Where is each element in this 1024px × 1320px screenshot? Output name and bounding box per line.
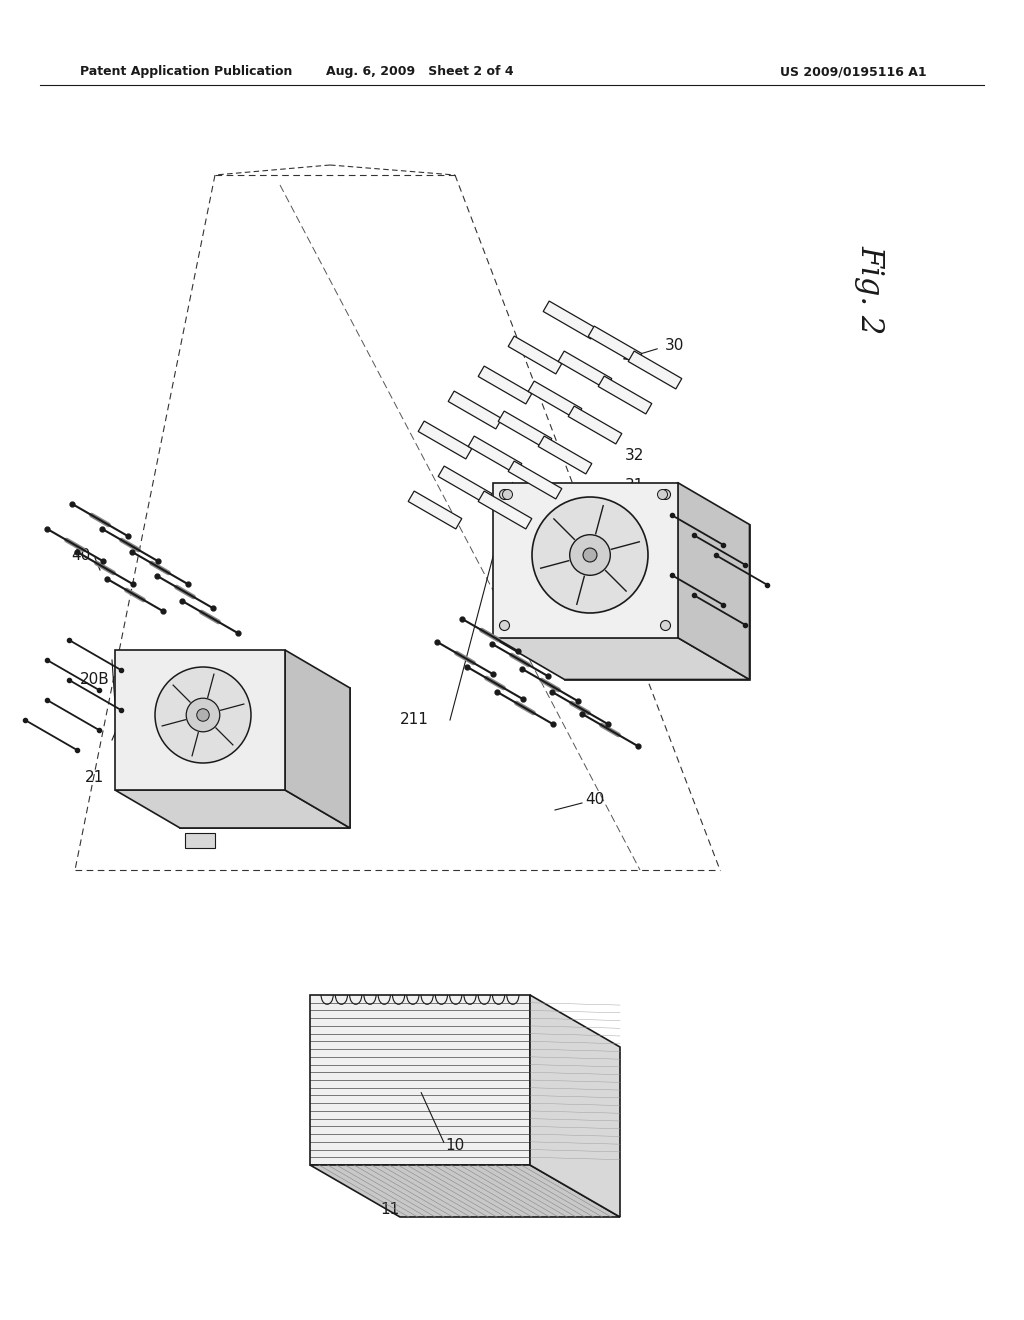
Polygon shape — [530, 995, 620, 1217]
Polygon shape — [568, 407, 622, 444]
Circle shape — [660, 490, 671, 499]
Text: 30: 30 — [665, 338, 684, 352]
Text: 31: 31 — [625, 478, 644, 492]
Circle shape — [500, 620, 510, 631]
Polygon shape — [564, 524, 750, 680]
Polygon shape — [558, 351, 611, 389]
Polygon shape — [628, 351, 682, 389]
Polygon shape — [598, 376, 652, 414]
Polygon shape — [543, 301, 597, 339]
Polygon shape — [115, 789, 350, 828]
Circle shape — [500, 490, 510, 499]
Circle shape — [657, 490, 668, 499]
Text: 40: 40 — [71, 548, 90, 562]
Circle shape — [503, 490, 512, 499]
Text: 32: 32 — [625, 447, 644, 462]
Polygon shape — [478, 491, 531, 529]
Polygon shape — [418, 421, 472, 459]
Circle shape — [583, 548, 597, 562]
Polygon shape — [508, 461, 562, 499]
Polygon shape — [185, 833, 215, 847]
Circle shape — [155, 667, 251, 763]
Polygon shape — [493, 483, 678, 638]
Polygon shape — [539, 436, 592, 474]
Text: 10: 10 — [445, 1138, 464, 1152]
Polygon shape — [588, 326, 642, 364]
Text: Aug. 6, 2009   Sheet 2 of 4: Aug. 6, 2009 Sheet 2 of 4 — [327, 66, 514, 78]
Polygon shape — [409, 491, 462, 529]
Polygon shape — [468, 436, 522, 474]
Polygon shape — [310, 1166, 620, 1217]
Circle shape — [186, 698, 220, 731]
Polygon shape — [449, 391, 502, 429]
Text: 21: 21 — [85, 771, 104, 785]
Circle shape — [569, 535, 610, 576]
Polygon shape — [528, 381, 582, 418]
Polygon shape — [285, 649, 350, 828]
Text: 20A: 20A — [720, 598, 750, 612]
Polygon shape — [115, 649, 285, 789]
Text: Patent Application Publication: Patent Application Publication — [80, 66, 293, 78]
Text: US 2009/0195116 A1: US 2009/0195116 A1 — [780, 66, 927, 78]
Polygon shape — [508, 337, 562, 374]
Polygon shape — [478, 366, 531, 404]
Text: Fig. 2: Fig. 2 — [854, 246, 886, 335]
Polygon shape — [493, 638, 750, 680]
Text: 11: 11 — [380, 1203, 399, 1217]
Polygon shape — [180, 688, 350, 828]
Polygon shape — [678, 483, 750, 680]
Circle shape — [532, 498, 648, 612]
Text: 211: 211 — [400, 713, 429, 727]
Polygon shape — [310, 995, 530, 1166]
Text: 20B: 20B — [80, 672, 110, 688]
Polygon shape — [499, 411, 552, 449]
Text: 40: 40 — [585, 792, 604, 808]
Circle shape — [660, 620, 671, 631]
Circle shape — [197, 709, 209, 721]
Polygon shape — [438, 466, 492, 504]
